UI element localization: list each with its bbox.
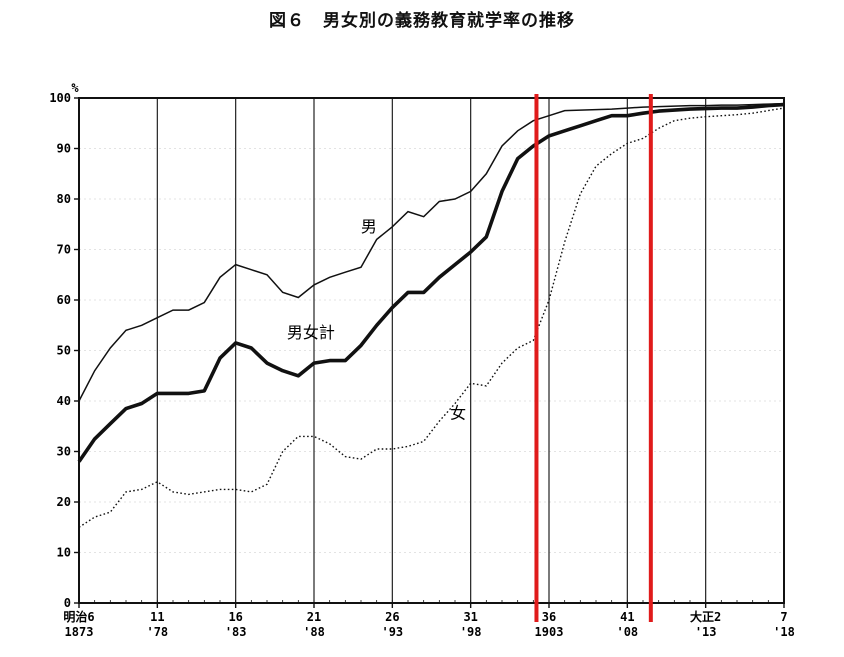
x-tick-label-era: 41 bbox=[620, 610, 634, 624]
series-label-dotted: 女 bbox=[450, 404, 466, 423]
y-tick-label: 70 bbox=[57, 243, 71, 257]
x-tick-label-year: '78 bbox=[146, 625, 168, 639]
y-tick-label: 100 bbox=[49, 91, 71, 105]
x-tick-label-era: 21 bbox=[307, 610, 321, 624]
y-tick-label: 10 bbox=[57, 546, 71, 560]
y-tick-label: 30 bbox=[57, 445, 71, 459]
highlight-layer bbox=[534, 94, 653, 622]
grid-layer bbox=[79, 98, 784, 603]
x-tick-label-year: '08 bbox=[616, 625, 638, 639]
chart-title: 図６ 男女別の義務教育就学率の推移 bbox=[269, 11, 575, 31]
y-tick-label: 60 bbox=[57, 293, 71, 307]
series-label-bold: 男女計 bbox=[287, 323, 335, 342]
x-tick-label-era: 7 bbox=[780, 610, 787, 624]
x-tick-label-year: 1903 bbox=[535, 625, 564, 639]
x-tick-label-year: '18 bbox=[773, 625, 795, 639]
x-tick-label-year: '98 bbox=[460, 625, 482, 639]
y-axis-unit-label: % bbox=[71, 81, 79, 95]
x-tick-label-era: 16 bbox=[228, 610, 242, 624]
x-tick-label-era: 31 bbox=[463, 610, 477, 624]
x-tick-label-era: 26 bbox=[385, 610, 399, 624]
x-tick-label-year: '13 bbox=[695, 625, 717, 639]
x-tick-label-year: '88 bbox=[303, 625, 325, 639]
y-tick-label: 20 bbox=[57, 495, 71, 509]
y-tick-label: 40 bbox=[57, 394, 71, 408]
series-line-bold bbox=[77, 102, 785, 463]
series-layer bbox=[77, 102, 785, 528]
x-tick-label-era: 36 bbox=[542, 610, 556, 624]
y-tick-label: 50 bbox=[57, 344, 71, 358]
series-line-thin bbox=[78, 102, 785, 402]
x-tick-label-year: '83 bbox=[225, 625, 247, 639]
y-tick-label: 90 bbox=[57, 142, 71, 156]
series-line-dotted bbox=[78, 107, 785, 528]
x-tick-label-era: 大正2 bbox=[690, 609, 721, 624]
y-tick-label: 0 bbox=[64, 596, 71, 610]
x-tick-label-year: 1873 bbox=[65, 625, 94, 639]
x-tick-label-year: '93 bbox=[381, 625, 403, 639]
y-tick-label: 80 bbox=[57, 192, 71, 206]
series-label-thin: 男 bbox=[361, 217, 377, 236]
plot-frame bbox=[78, 97, 785, 604]
x-tick-label-era: 明治6 bbox=[63, 609, 94, 624]
x-tick-label-era: 11 bbox=[150, 610, 164, 624]
